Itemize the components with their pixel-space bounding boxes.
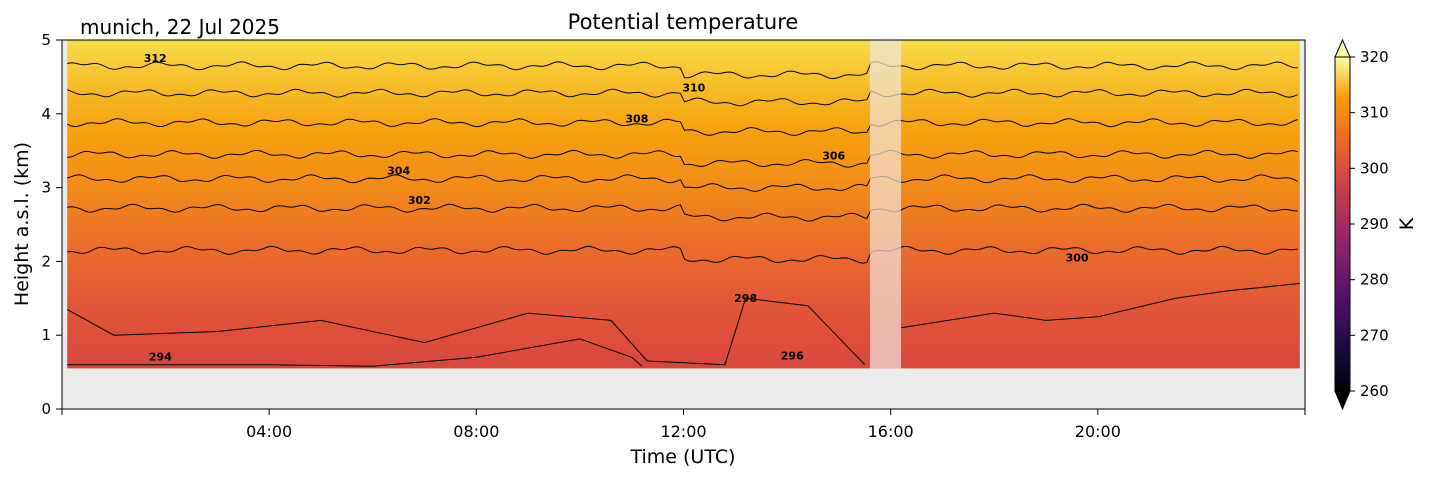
colorbar-tick-label: 320 bbox=[1360, 48, 1389, 66]
temperature-field bbox=[67, 40, 1300, 369]
contour-label-306: 306 bbox=[822, 150, 845, 163]
contour-300 bbox=[67, 245, 1298, 264]
contour-label-308: 308 bbox=[625, 113, 648, 126]
missing-data-band bbox=[869, 40, 902, 369]
colorbar-tick-label: 300 bbox=[1360, 159, 1389, 177]
x-tick-label: 08:00 bbox=[453, 422, 499, 441]
x-tick-label: 16:00 bbox=[868, 422, 914, 441]
y-tick-label: 2 bbox=[41, 252, 51, 270]
contour-312 bbox=[67, 61, 1298, 80]
contour-306 bbox=[67, 149, 1298, 168]
contour-308 bbox=[66, 118, 1298, 136]
location-date: munich, 22 Jul 2025 bbox=[80, 15, 280, 39]
contour-310 bbox=[67, 88, 1298, 107]
x-tick-label: 20:00 bbox=[1075, 422, 1121, 441]
contour-label-298: 298 bbox=[734, 292, 757, 305]
contour-label-294: 294 bbox=[149, 350, 172, 363]
y-tick-label: 3 bbox=[41, 179, 51, 197]
colorbar-gradient bbox=[1335, 57, 1350, 391]
contour-label-310: 310 bbox=[682, 82, 705, 95]
contour-label-304: 304 bbox=[387, 164, 410, 177]
colorbar-tick-label: 270 bbox=[1360, 326, 1389, 344]
x-axis-ticks: 04:00 08:00 12:00 16:00 20:00 bbox=[61, 409, 1306, 441]
colorbar-tick-label: 280 bbox=[1360, 271, 1389, 289]
colorbar-ticks: 260 270 280 290 300 310 320 bbox=[1350, 48, 1389, 400]
x-tick-label: 12:00 bbox=[660, 422, 706, 441]
colorbar-tick-label: 290 bbox=[1360, 215, 1389, 233]
colorbar-extend-bottom bbox=[1334, 390, 1351, 411]
colorbar-tick-label: 260 bbox=[1360, 382, 1389, 400]
y-tick-label: 0 bbox=[41, 400, 51, 418]
x-tick-label: 04:00 bbox=[246, 422, 292, 441]
contour-label-312: 312 bbox=[144, 52, 167, 65]
contour-low-0 bbox=[66, 297, 866, 366]
contour-low-2 bbox=[67, 338, 643, 367]
contour-304 bbox=[67, 174, 1298, 192]
y-axis-ticks: 0 1 2 3 4 5 bbox=[41, 31, 62, 418]
colorbar-extend-top bbox=[1334, 38, 1351, 58]
colorbar-tick-label: 310 bbox=[1360, 104, 1389, 122]
x-axis-label: Time (UTC) bbox=[629, 446, 735, 468]
y-tick-label: 5 bbox=[41, 31, 51, 49]
contour-label-300: 300 bbox=[1066, 251, 1089, 264]
contour-low-1 bbox=[900, 283, 1300, 329]
colorbar-label: K bbox=[1396, 217, 1418, 230]
y-axis-label: Height a.s.l. (km) bbox=[11, 142, 33, 306]
contour-label-296: 296 bbox=[781, 350, 804, 363]
y-tick-label: 1 bbox=[41, 326, 51, 344]
y-tick-label: 4 bbox=[41, 105, 51, 123]
contour-302 bbox=[67, 203, 1298, 222]
chart-title: Potential temperature bbox=[568, 10, 799, 34]
contour-label-302: 302 bbox=[408, 194, 431, 207]
colorbar: 260 270 280 290 300 310 320 K bbox=[1334, 38, 1418, 411]
contour-labels: 312 310 308 306 304 302 300 298 296 294 bbox=[144, 52, 1089, 363]
contour-lines bbox=[66, 61, 1300, 367]
